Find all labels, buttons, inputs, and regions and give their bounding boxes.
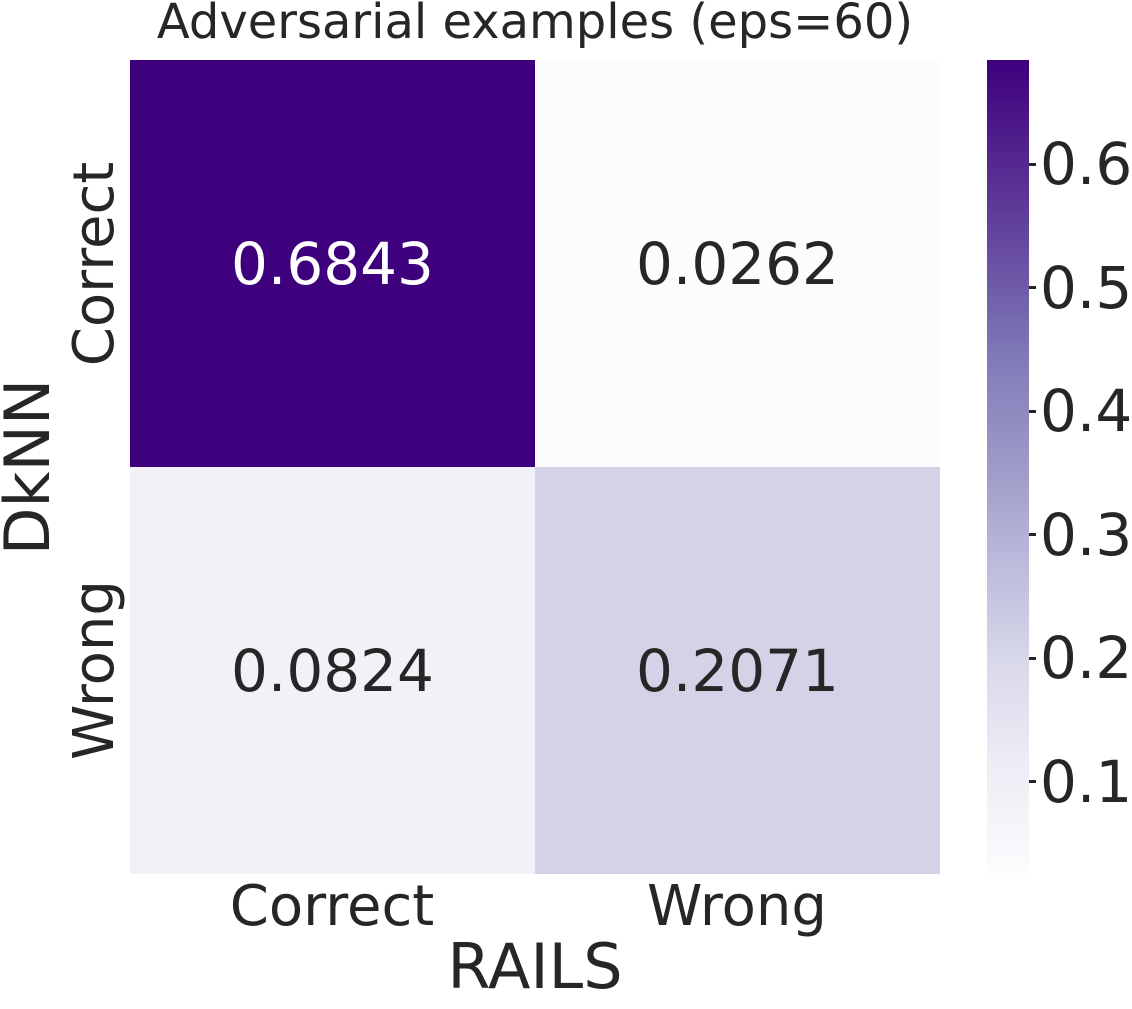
chart-title: Adversarial examples (eps=60) xyxy=(156,0,914,50)
colorbar-tick-mark xyxy=(1029,656,1036,660)
colorbar-tick-label: 0.3 xyxy=(1040,500,1132,569)
heatmap-cell-correct-wrong: 0.0262 xyxy=(535,60,940,467)
colorbar-tick-label: 0.4 xyxy=(1040,377,1132,446)
x-axis-label: RAILS xyxy=(447,930,623,1003)
heatmap-grid: 0.6843 0.0262 0.0824 0.2071 xyxy=(130,60,940,874)
y-tick-label-wrong: Wrong xyxy=(62,580,127,760)
heatmap-cell-correct-correct: 0.6843 xyxy=(130,60,535,467)
y-tick-label-correct: Correct xyxy=(62,161,127,367)
heatmap-cell-wrong-correct: 0.0824 xyxy=(130,467,535,874)
y-axis-label: DkNN xyxy=(0,378,64,556)
heatmap-cell-wrong-wrong: 0.2071 xyxy=(535,467,940,874)
x-tick-label-wrong: Wrong xyxy=(647,874,827,939)
colorbar-tick-mark xyxy=(1029,533,1036,537)
colorbar-tick-mark xyxy=(1029,162,1036,166)
colorbar-tick-mark xyxy=(1029,780,1036,784)
colorbar xyxy=(987,60,1029,873)
colorbar-tick-label: 0.6 xyxy=(1040,130,1132,199)
colorbar-tick-label: 0.5 xyxy=(1040,253,1132,322)
colorbar-tick-label: 0.1 xyxy=(1040,747,1132,816)
colorbar-tick-mark xyxy=(1029,409,1036,413)
colorbar-tick-mark xyxy=(1029,286,1036,290)
colorbar-tick-label: 0.2 xyxy=(1040,624,1132,693)
x-tick-label-correct: Correct xyxy=(229,874,435,939)
